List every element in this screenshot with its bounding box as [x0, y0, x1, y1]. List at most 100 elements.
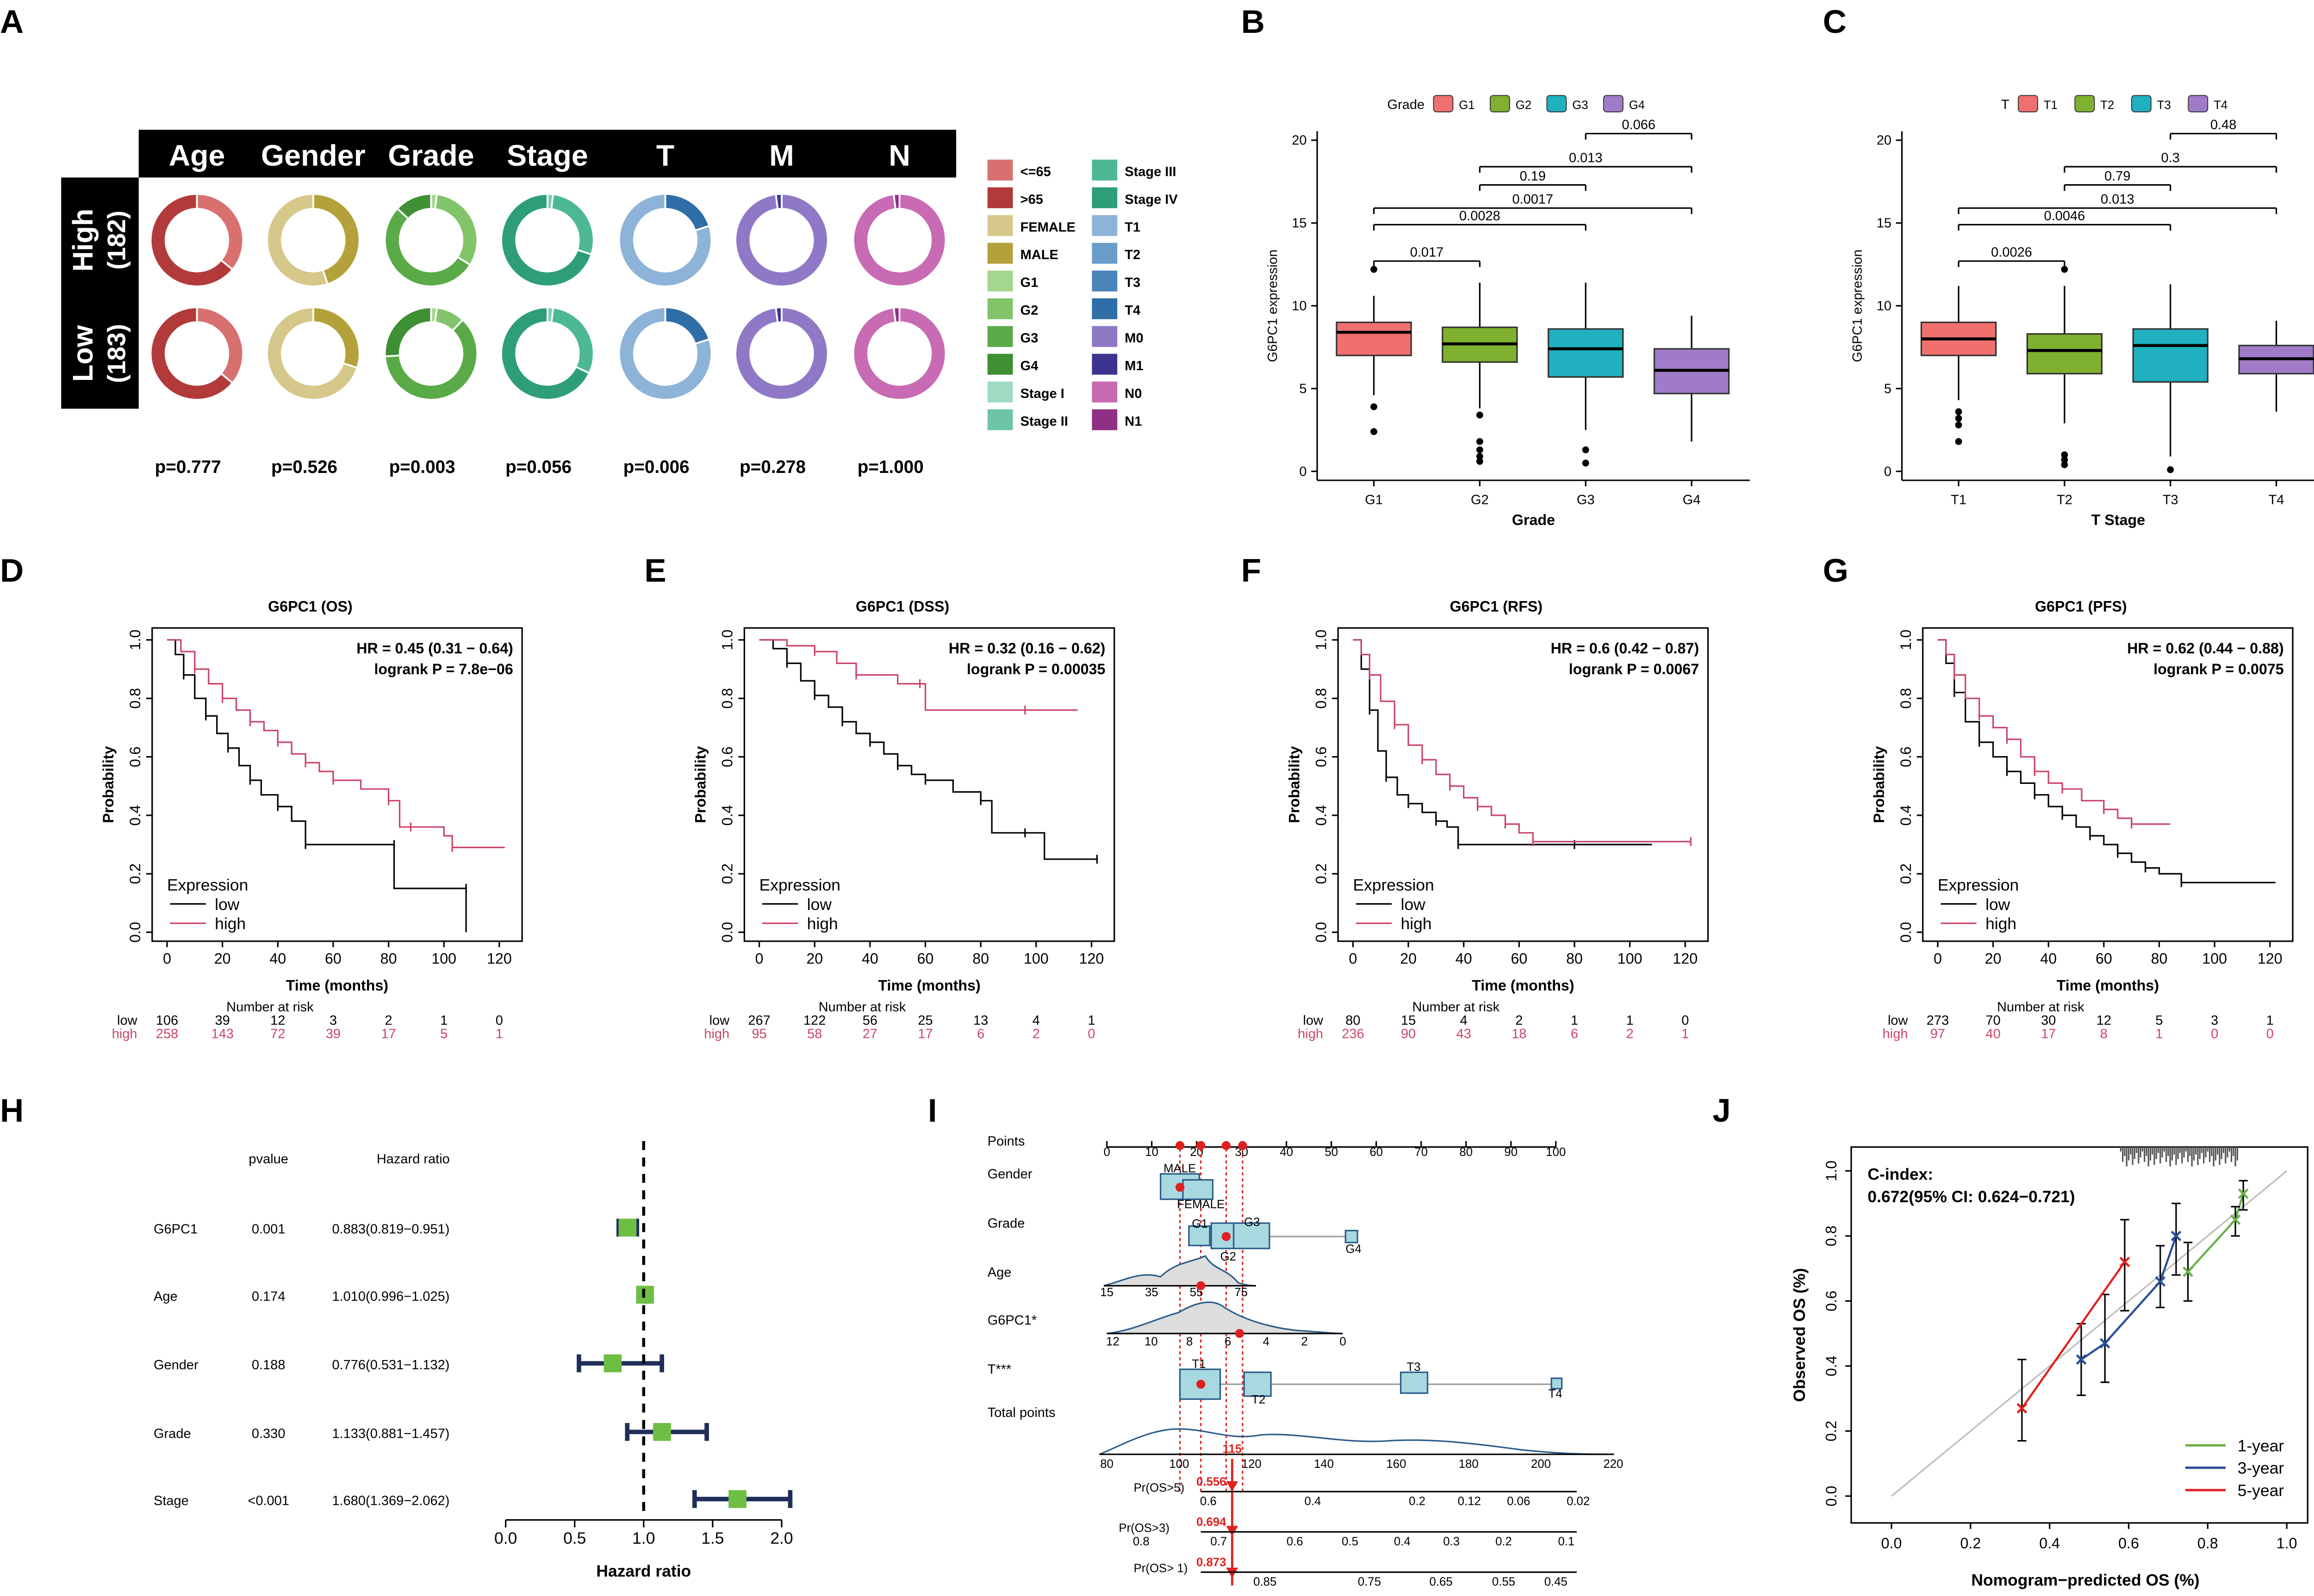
row-count-high: (182)	[102, 211, 131, 270]
y-tick-label: 0.8	[1313, 688, 1329, 709]
x-tick-label: 40	[1456, 950, 1472, 967]
legend-label: M1	[1125, 359, 1143, 373]
y-tick-label: 10	[1877, 298, 1891, 313]
forest-pvalue: 0.001	[252, 1222, 286, 1237]
points-marker	[1221, 1141, 1231, 1150]
risk-count-low: 1	[2266, 1013, 2274, 1028]
x-tick-label: 0	[1934, 950, 1942, 967]
prob-tick-label: 0.55	[1492, 1575, 1515, 1588]
legend-swatch	[1092, 326, 1118, 347]
points-tick-label: 40	[1280, 1146, 1293, 1159]
donut-high-age-slice	[196, 193, 244, 271]
x-tick-label: 80	[1566, 950, 1583, 967]
legend-label: G4	[1020, 359, 1039, 373]
outlier-point	[1476, 446, 1483, 453]
prob-tick-label: 0.1	[1558, 1535, 1574, 1548]
calibration-point	[2155, 1276, 2166, 1287]
x-tick-label: 0.0	[494, 1529, 517, 1547]
prob-tick-label: 0.3	[1443, 1535, 1460, 1548]
hazard-ratio: HR = 0.32 (0.16 − 0.62)	[949, 640, 1106, 657]
outlier-point	[1955, 438, 1962, 445]
legend-label-high: high	[215, 914, 246, 933]
panel-letter-i: I	[927, 1092, 937, 1130]
y-tick-label: 0.2	[127, 863, 143, 884]
x-tick-label: T2	[2057, 493, 2072, 508]
legend-label: G1	[1020, 275, 1039, 290]
y-axis-title: Probability	[1286, 746, 1302, 823]
y-tick-label: 15	[1877, 216, 1891, 231]
legend-swatch	[1092, 298, 1118, 319]
risk-count-low: 0	[496, 1013, 503, 1028]
points-tick-label: 0	[1103, 1146, 1110, 1159]
x-tick-label: 60	[2096, 950, 2112, 967]
legend-swatch-g3	[1546, 95, 1567, 112]
column-header-n: N	[889, 139, 910, 172]
legend-label: T3	[1125, 275, 1140, 290]
calibration-point	[2076, 1354, 2087, 1365]
outlier-point	[1370, 266, 1377, 273]
y-axis-title: G6PC1 expression	[1850, 249, 1865, 362]
g6pc1-tick-label: 4	[1263, 1335, 1269, 1348]
y-tick-label: 0.0	[127, 922, 143, 943]
x-tick-label: 120	[1673, 950, 1698, 967]
points-tick-label: 90	[1504, 1146, 1518, 1159]
x-tick-label: 0.8	[2197, 1535, 2218, 1552]
y-tick-label: 0.2	[1897, 863, 1914, 884]
column-header-grade: Grade	[388, 139, 474, 172]
row-label-high: High	[67, 209, 99, 272]
legend-swatch-t4	[2188, 95, 2208, 112]
nomogram-row-label: Grade	[988, 1216, 1025, 1231]
prob-tick-label: 0.4	[1394, 1535, 1411, 1548]
y-tick-label: 0	[1884, 464, 1891, 479]
legend-title: Expression	[1353, 876, 1434, 894]
bracket-pvalue: 0.066	[1622, 118, 1655, 132]
x-tick-label: T1	[1951, 493, 1966, 508]
column-header-t: T	[656, 139, 674, 172]
legend-label: T1	[1125, 220, 1140, 235]
legend-label-3-year: 3-year	[2238, 1459, 2284, 1478]
legend-label: N0	[1125, 386, 1142, 401]
nomogram-row-label: T***	[988, 1362, 1012, 1377]
forest-point	[653, 1423, 671, 1441]
risk-row-label-low: low	[709, 1013, 730, 1028]
legend-swatch	[1092, 409, 1118, 430]
x-tick-label: 100	[1024, 950, 1049, 967]
legend-swatch	[987, 187, 1013, 208]
x-axis-title: Grade	[1512, 512, 1555, 528]
legend-swatch	[987, 159, 1013, 181]
risk-count-high: 27	[863, 1026, 877, 1041]
g6pc1-tick-label: 2	[1301, 1335, 1308, 1348]
bracket-pvalue: 0.013	[1569, 151, 1603, 166]
legend-label-low: low	[1985, 895, 2010, 913]
survival-curve-low	[1937, 639, 2276, 883]
risk-count-high: 39	[326, 1026, 341, 1041]
legend-label-1-year: 1-year	[2238, 1436, 2284, 1455]
outlier-point	[2061, 461, 2068, 468]
donut-high-gender-slice	[266, 193, 329, 287]
pvalue-t: p=0.006	[623, 457, 690, 477]
pvalue-m: p=0.278	[740, 457, 806, 477]
legend-label-t1: T1	[2044, 99, 2058, 112]
calibration-point	[2238, 1188, 2249, 1199]
risk-count-high: 17	[2041, 1026, 2056, 1041]
row-header-bar	[61, 177, 139, 409]
plot-frame	[151, 627, 523, 942]
y-tick-label: 0.8	[127, 688, 143, 709]
header-bar	[138, 130, 957, 178]
donut-low-stage-slice	[550, 306, 595, 375]
risk-count-low: 30	[2041, 1013, 2056, 1028]
legend-label-g3: G3	[1572, 99, 1588, 112]
donut-low-t-slice	[664, 306, 711, 345]
y-tick-label: 0.8	[719, 688, 736, 709]
y-tick-label: 15	[1292, 216, 1306, 231]
risk-count-low: 5	[2155, 1013, 2163, 1028]
legend-label-t4: T4	[2214, 99, 2227, 112]
y-tick-label: 20	[1877, 133, 1891, 148]
points-tick-label: 10	[1145, 1146, 1158, 1159]
prob-tick-label: 0.6	[1287, 1535, 1303, 1548]
calibration-point	[2171, 1230, 2182, 1242]
total-tick-label: 140	[1314, 1458, 1334, 1471]
legend-swatch-g4	[1603, 95, 1624, 112]
donut-high-gender-slice	[312, 193, 361, 286]
